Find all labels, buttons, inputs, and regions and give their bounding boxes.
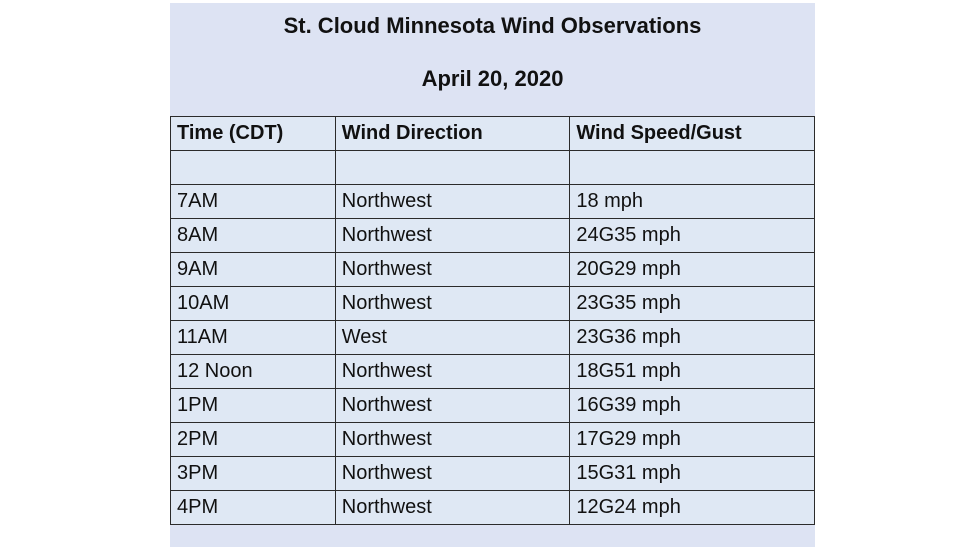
wind-observations-table: Time (CDT) Wind Direction Wind Speed/Gus… [170,116,815,525]
table-date: April 20, 2020 [421,66,564,91]
direction-cell: Northwest [334,490,571,525]
blank-row [170,150,815,185]
table-row: 7AM Northwest 18 mph [170,184,815,219]
direction-cell: Northwest [334,354,571,389]
direction-cell: Northwest [334,252,571,287]
table-row: 10AM Northwest 23G35 mph [170,286,815,321]
time-cell: 7AM [170,184,336,219]
speed-cell: 17G29 mph [569,422,815,457]
table-row: 11AM West 23G36 mph [170,320,815,355]
direction-cell: Northwest [334,388,571,423]
wind-observations-sheet: St. Cloud Minnesota Wind Observations Ap… [170,3,815,547]
header-wind-direction: Wind Direction [334,116,571,151]
table-row: 4PM Northwest 12G24 mph [170,490,815,525]
table-row: 12 Noon Northwest 18G51 mph [170,354,815,389]
time-cell: 11AM [170,320,336,355]
header-row: Time (CDT) Wind Direction Wind Speed/Gus… [170,116,815,151]
speed-cell: 24G35 mph [569,218,815,253]
time-cell: 2PM [170,422,336,457]
blank-cell [569,150,815,185]
header-wind-speed-gust: Wind Speed/Gust [569,116,815,151]
table-row: 3PM Northwest 15G31 mph [170,456,815,491]
speed-cell: 18G51 mph [569,354,815,389]
speed-cell: 23G36 mph [569,320,815,355]
blank-cell [170,150,336,185]
table-row: 1PM Northwest 16G39 mph [170,388,815,423]
table-row: 8AM Northwest 24G35 mph [170,218,815,253]
direction-cell: Northwest [334,422,571,457]
time-cell: 8AM [170,218,336,253]
direction-cell: Northwest [334,184,571,219]
blank-cell [334,150,571,185]
time-cell: 1PM [170,388,336,423]
time-cell: 12 Noon [170,354,336,389]
time-cell: 3PM [170,456,336,491]
speed-cell: 16G39 mph [569,388,815,423]
time-cell: 9AM [170,252,336,287]
table-row: 9AM Northwest 20G29 mph [170,252,815,287]
speed-cell: 20G29 mph [569,252,815,287]
direction-cell: Northwest [334,218,571,253]
direction-cell: Northwest [334,456,571,491]
table-title: St. Cloud Minnesota Wind Observations [283,13,702,38]
time-cell: 10AM [170,286,336,321]
speed-cell: 15G31 mph [569,456,815,491]
table-row: 2PM Northwest 17G29 mph [170,422,815,457]
time-cell: 4PM [170,490,336,525]
header-time: Time (CDT) [170,116,336,151]
direction-cell: Northwest [334,286,571,321]
speed-cell: 18 mph [569,184,815,219]
speed-cell: 12G24 mph [569,490,815,525]
speed-cell: 23G35 mph [569,286,815,321]
title-block: St. Cloud Minnesota Wind Observations Ap… [170,3,815,113]
direction-cell: West [334,320,571,355]
